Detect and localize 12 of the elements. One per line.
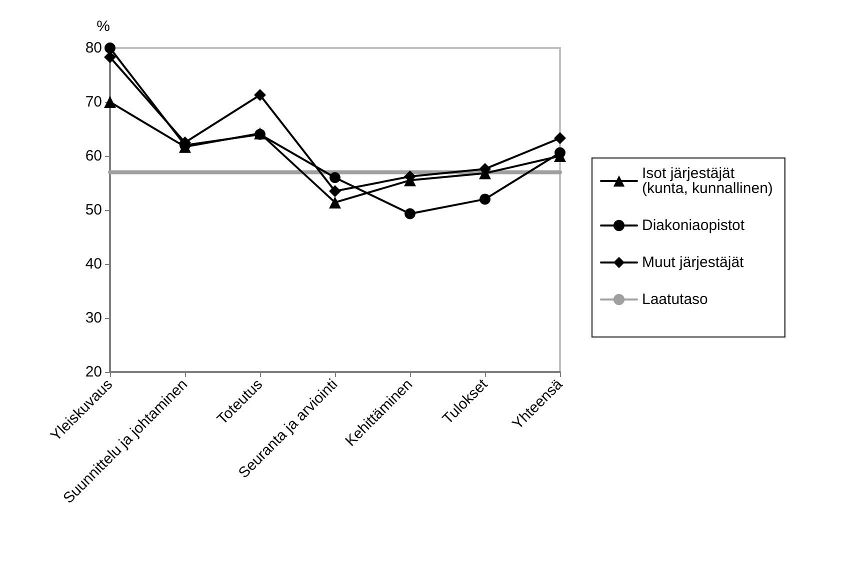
legend-label: Laatutaso xyxy=(642,291,708,308)
y-tick-label: 80 xyxy=(85,40,102,56)
y-tick-label: 50 xyxy=(85,202,102,218)
y-tick-label: 40 xyxy=(85,256,102,272)
y-tick-label: 20 xyxy=(85,364,102,380)
y-tick-label: 60 xyxy=(85,148,102,164)
legend-label: Muut järjestäjät xyxy=(642,254,745,271)
y-tick-label: 70 xyxy=(85,94,102,110)
y-axis-title: % xyxy=(96,18,110,35)
y-tick-label: 30 xyxy=(85,310,102,326)
legend-label: Diakoniaopistot xyxy=(642,217,746,234)
legend-label: Isot järjestäjät (kunta, kunnallinen) xyxy=(642,165,773,197)
